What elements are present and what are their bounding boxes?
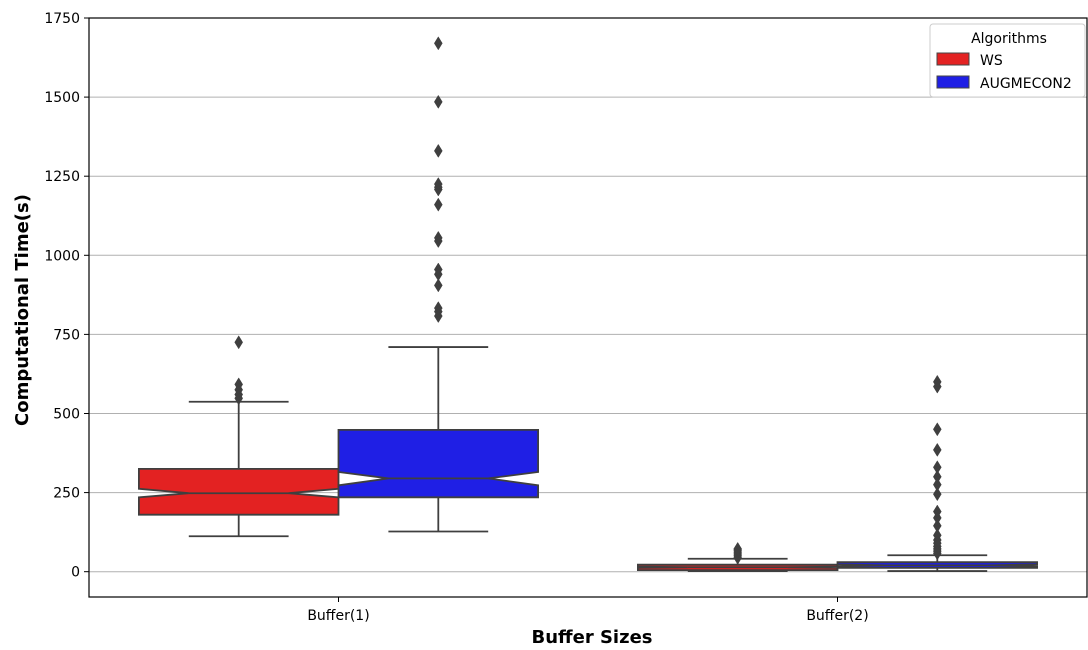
x-axis-title: Buffer Sizes <box>532 627 653 648</box>
outlier-point <box>933 423 941 436</box>
box-augmecon2-buffer-1 <box>339 37 539 532</box>
y-tick-label: 1500 <box>44 90 80 106</box>
legend-swatch-augmecon2 <box>937 76 969 88</box>
y-tick-label: 0 <box>71 565 80 581</box>
y-tick-label: 1750 <box>44 11 80 27</box>
x-axis-ticks: Buffer(1) Buffer(2) <box>307 597 868 624</box>
outlier-point <box>933 461 941 474</box>
legend-title: Algorithms <box>971 31 1047 47</box>
legend-label-ws: WS <box>980 53 1003 69</box>
y-tick-label: 750 <box>53 327 80 343</box>
outlier-point <box>235 336 243 349</box>
box-plot-marks <box>139 37 1037 571</box>
legend-label-augmecon2: AUGMECON2 <box>980 76 1072 92</box>
y-tick-label: 1000 <box>44 248 80 264</box>
box-ws-buffer-2 <box>638 542 838 571</box>
y-tick-label: 250 <box>53 486 80 502</box>
y-axis-title: Computational Time(s) <box>12 194 33 426</box>
legend: Algorithms WS AUGMECON2 <box>930 24 1085 97</box>
y-tick-label: 1250 <box>44 169 80 185</box>
x-tick-label: Buffer(2) <box>806 608 868 624</box>
outlier-point <box>434 198 442 211</box>
y-tick-label: 500 <box>53 406 80 422</box>
outlier-point <box>933 443 941 456</box>
box-ws-buffer-1 <box>139 336 339 536</box>
box-body <box>139 469 339 515</box>
box-augmecon2-buffer-2 <box>838 375 1038 571</box>
y-axis-ticks: 0 250 500 750 1000 1250 1500 1750 <box>44 11 89 581</box>
outlier-point <box>434 144 442 157</box>
box-body <box>339 430 539 497</box>
legend-swatch-ws <box>937 53 969 65</box>
x-tick-label: Buffer(1) <box>307 608 369 624</box>
outlier-point <box>434 37 442 50</box>
